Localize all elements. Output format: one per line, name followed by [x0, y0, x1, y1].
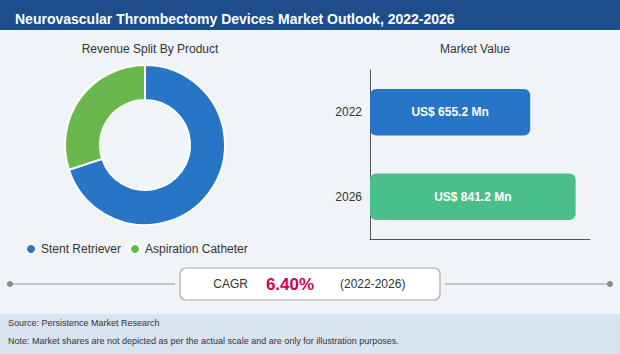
svg-text:CAGR: CAGR [213, 277, 248, 291]
svg-text:6.40%: 6.40% [266, 275, 314, 294]
svg-text:Neurovascular Thrombectomy Dev: Neurovascular Thrombectomy Devices Marke… [15, 11, 455, 27]
svg-text:Source: Persistence Market Res: Source: Persistence Market Research [8, 318, 160, 328]
svg-text:(2022-2026): (2022-2026) [340, 277, 405, 291]
svg-text:Market Value: Market Value [440, 42, 510, 56]
svg-text:US$ 655.2 Mn: US$ 655.2 Mn [411, 105, 488, 119]
svg-text:Aspiration Catheter: Aspiration Catheter [145, 242, 248, 256]
svg-text:Stent Retriever: Stent Retriever [41, 242, 121, 256]
svg-text:2022: 2022 [335, 105, 362, 119]
svg-text:2026: 2026 [335, 190, 362, 204]
svg-text:Note: Market shares are not de: Note: Market shares are not depicted as … [8, 336, 399, 346]
svg-text:US$ 841.2 Mn: US$ 841.2 Mn [434, 190, 511, 204]
svg-text:Revenue Split By Product: Revenue Split By Product [82, 42, 219, 56]
